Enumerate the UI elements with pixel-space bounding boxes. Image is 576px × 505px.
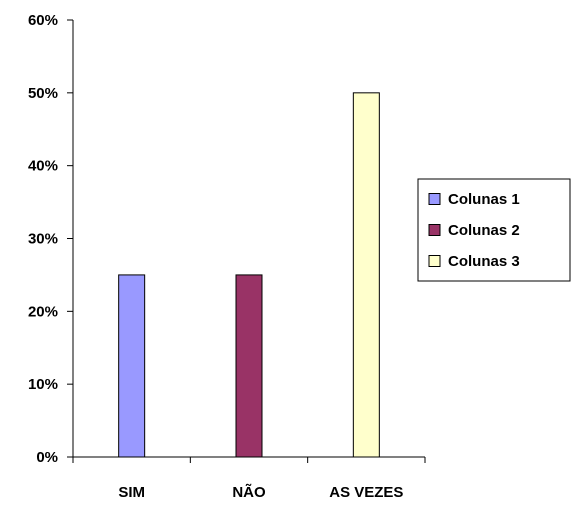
legend-label: Colunas 2 bbox=[448, 222, 520, 239]
y-axis: 0% 10% 20% 30% 40% 50% 60% bbox=[28, 12, 74, 466]
legend-swatch bbox=[428, 255, 441, 267]
y-tick-label: 10% bbox=[28, 376, 58, 393]
y-tick-label: 20% bbox=[28, 303, 58, 320]
y-tick-label: 60% bbox=[28, 12, 58, 29]
x-category-label: AS VEZES bbox=[329, 484, 403, 501]
y-tick-label: 50% bbox=[28, 85, 58, 102]
x-category-label: SIM bbox=[118, 484, 145, 501]
legend-label: Colunas 1 bbox=[448, 191, 520, 208]
y-tick-label: 40% bbox=[28, 158, 58, 175]
legend: Colunas 1 Colunas 2 Colunas 3 bbox=[417, 178, 571, 282]
bar-1 bbox=[118, 274, 146, 458]
legend-label: Colunas 3 bbox=[448, 253, 520, 270]
legend-swatch bbox=[428, 193, 441, 205]
legend-swatch bbox=[428, 224, 441, 236]
bar-3 bbox=[352, 92, 380, 458]
y-tick-label: 0% bbox=[36, 449, 58, 466]
x-axis: SIM NÃO AS VEZES bbox=[72, 456, 426, 501]
bar-2 bbox=[235, 274, 263, 458]
bars bbox=[118, 92, 380, 458]
y-tick-label: 30% bbox=[28, 231, 58, 248]
x-category-label: NÃO bbox=[232, 483, 266, 501]
legend-box bbox=[417, 178, 571, 282]
